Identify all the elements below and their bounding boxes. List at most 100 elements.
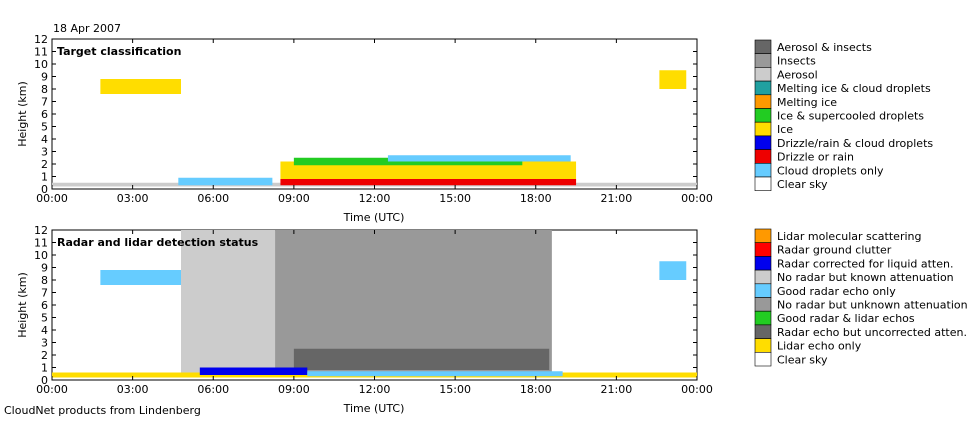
legend-swatch [754,338,772,353]
legend-swatch [754,163,772,178]
y-tick-label: 12 [34,33,48,46]
legend-swatch [754,39,772,54]
legend-swatch [754,351,772,367]
data-regions [52,70,697,187]
y-axis-label: Height (km) [16,272,29,338]
region-cloud-droplets-only [387,155,571,162]
y-tick-label: 12 [34,224,48,237]
legend-swatch [754,67,772,82]
legend-label: Radar corrected for liquid atten. [777,257,953,270]
x-tick-label: 12:00 [359,383,391,396]
y-tick-label: 10 [34,249,48,262]
y-tick-label: 4 [41,133,48,146]
y-tick-label: 4 [41,324,48,337]
x-tick-label: 06:00 [197,192,229,205]
x-tick-label: 03:00 [117,383,149,396]
y-tick-label: 10 [34,58,48,71]
legend-label: Ice & supercooled droplets [777,110,924,123]
region-cloud-droplets-only [178,177,273,186]
x-tick-label: 00:00 [681,383,713,396]
region-radar-echo-but-uncorrected-atten- [293,348,550,370]
y-axis-label: Height (km) [16,81,29,147]
footer-credit: CloudNet products from Lindenberg [4,404,201,417]
y-tick-label: 2 [41,158,48,171]
legend-label: Radar echo but uncorrected atten. [777,326,967,339]
legend-label: Ice [777,123,793,136]
y-tick-label: 6 [41,299,48,312]
y-tick-label: 8 [41,83,48,96]
legend-swatch [754,310,772,326]
y-tick-label: 1 [41,362,48,375]
y-tick-label: 3 [41,337,48,350]
y-tick-label: 5 [41,121,48,134]
legend-label: No radar but unknown attenuation [777,299,968,312]
x-tick-label: 12:00 [359,192,391,205]
legend-swatch [754,53,772,68]
data-regions [52,230,697,378]
legend-label: Clear sky [777,353,828,366]
date-label: 18 Apr 2007 [53,22,121,35]
region-good-radar-echo-only [659,261,687,280]
x-axis: 00:00 03:00 06:00 09:00 12:00 15:00 18:00 21:00… [36,230,713,396]
legend-label: Good radar echo only [777,285,896,298]
x-tick-label: 15:00 [439,383,471,396]
legend-label: Insects [777,55,816,68]
x-tick-label: 21:00 [601,192,633,205]
x-tick-label: 00:00 [681,192,713,205]
legend-swatch [754,283,772,298]
y-tick-label: 9 [41,71,48,84]
y-tick-label: 7 [41,287,48,300]
y-tick-label: 8 [41,274,48,287]
x-axis-label: Time (UTC) [343,402,405,415]
x-tick-label: 15:00 [439,192,471,205]
legend-swatch [754,135,772,150]
region-ice [100,79,181,94]
y-tick-label: 11 [34,237,48,250]
x-tick-label: 21:00 [601,383,633,396]
legend-label: Lidar molecular scattering [777,230,921,243]
y-tick-label: 7 [41,96,48,109]
legend-swatch [754,149,772,164]
region-radar-corrected-for-liquid-atten- [199,367,308,375]
legend-swatch [754,324,772,339]
legend-label: Aerosol & insects [777,41,872,54]
x-tick-label: 00:00 [36,192,68,205]
legend-label: Melting ice & cloud droplets [777,82,931,95]
region-ice [659,70,687,89]
y-tick-label: 3 [41,146,48,159]
x-tick-label: 03:00 [117,192,149,205]
y-tick-label: 6 [41,108,48,121]
legend-swatch [754,80,772,96]
region-good-radar-echo-only [307,371,563,377]
y-tick-label: 1 [41,171,48,184]
x-axis-label: Time (UTC) [343,211,405,224]
y-tick-label: 0 [41,374,48,387]
legend-swatch [754,94,772,109]
y-tick-label: 0 [41,183,48,196]
x-axis: 00:00 03:00 06:00 09:00 12:00 15:00 18:00 21:00… [36,39,713,205]
x-tick-label: 00:00 [36,383,68,396]
legend-label: Cloud droplets only [777,164,884,177]
region-good-radar-echo-only [100,270,181,285]
legend-label: Lidar echo only [777,340,862,353]
legend-label: Drizzle or rain [777,151,854,164]
x-tick-label: 18:00 [520,192,552,205]
legend-label: Aerosol [777,68,818,81]
panel-title: Radar and lidar detection status [57,236,259,249]
y-tick-label: 2 [41,349,48,362]
x-tick-label: 09:00 [278,383,310,396]
legend-swatch [754,256,772,271]
y-tick-label: 5 [41,312,48,325]
legend-swatch [754,297,772,312]
x-tick-label: 06:00 [197,383,229,396]
legend-label: Radar ground clutter [777,244,892,257]
legend-label: No radar but known attenuation [777,271,954,284]
y-tick-label: 9 [41,262,48,275]
legend-label: Melting ice [777,96,837,109]
